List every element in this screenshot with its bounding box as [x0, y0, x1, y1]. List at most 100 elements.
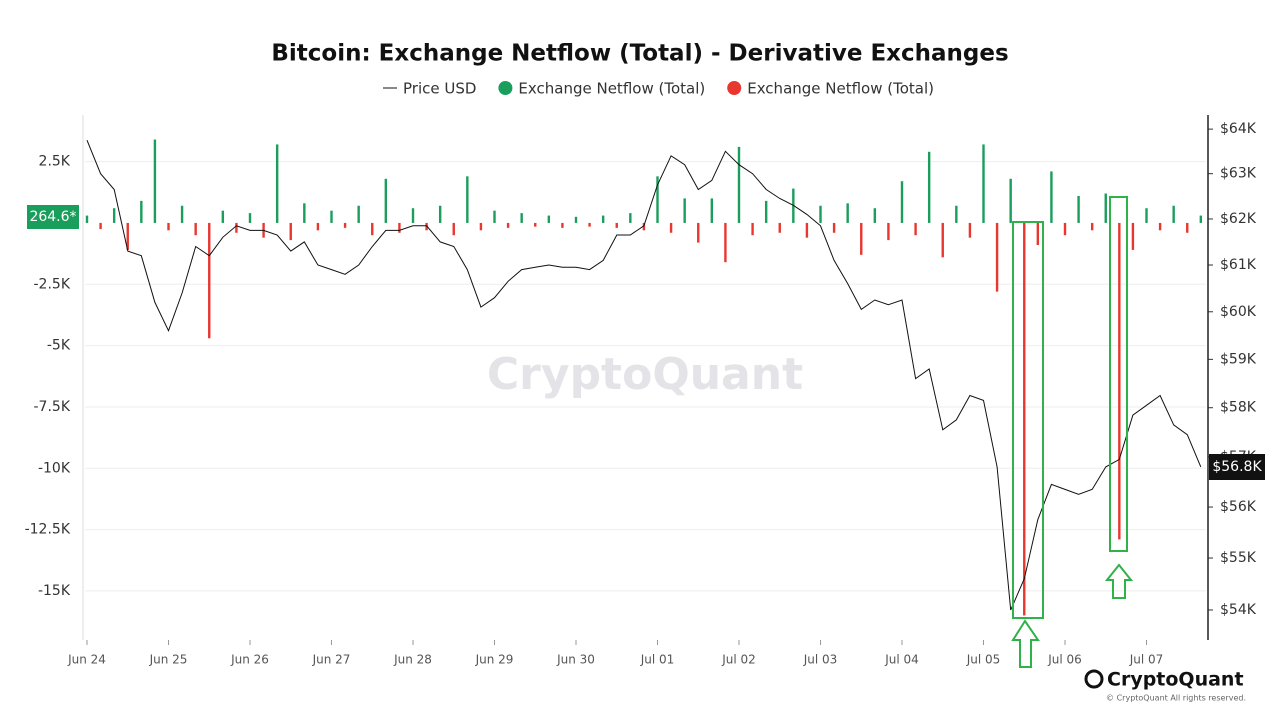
x-tick-label: Jun 27: [312, 653, 351, 667]
bar: [995, 222, 999, 292]
x-tick-label: Jun 30: [556, 653, 595, 667]
bar: [1172, 205, 1175, 223]
y-tick-label: -10K: [38, 460, 71, 476]
legend-label: Exchange Netflow (Total): [747, 80, 934, 98]
x-tick-label: Jun 29: [475, 653, 514, 667]
logo-icon: [1084, 669, 1104, 689]
x-tick-label: Jul 04: [884, 653, 919, 667]
y2-tick-label: $63K: [1220, 166, 1257, 182]
y2-tick-label: $59K: [1220, 351, 1257, 367]
bar: [574, 216, 578, 223]
bar: [1036, 222, 1040, 246]
bar: [112, 208, 116, 223]
bar: [805, 222, 809, 238]
x-tick-label: Jun 28: [393, 653, 432, 667]
bar: [1104, 193, 1107, 223]
bar: [737, 146, 741, 223]
bar: [873, 208, 877, 223]
bar: [275, 144, 279, 223]
bar: [398, 222, 401, 233]
bar: [452, 222, 455, 236]
chart-title: Bitcoin: Exchange Netflow (Total) - Deri…: [271, 41, 1008, 67]
price-line: [86, 140, 1202, 611]
brand: CryptoQuant: [1107, 669, 1244, 691]
bar: [235, 222, 238, 233]
bar: [887, 222, 890, 241]
y2-tick-label: $64K: [1220, 121, 1257, 137]
y-tick-label: -12.5K: [25, 522, 71, 538]
y-tick-label: -15K: [38, 583, 71, 599]
bar: [1145, 208, 1148, 223]
bar: [1199, 215, 1203, 223]
bar: [1077, 195, 1080, 223]
legend: Price USD Exchange Netflow (Total) Exchang…: [383, 80, 934, 98]
legend-swatch: [727, 81, 742, 95]
highlight-box: [1012, 221, 1044, 619]
y-tick-label: 2.5K: [39, 154, 71, 170]
bar: [466, 176, 469, 223]
bar: [330, 210, 333, 223]
bar: [194, 222, 197, 236]
bar: [860, 222, 863, 255]
bar: [588, 222, 591, 227]
badge: [27, 205, 79, 229]
brand-logo: CryptoQuant © CryptoQuant All rights res…: [1084, 669, 1246, 703]
plot-area: [85, 139, 1206, 616]
bar: [479, 222, 483, 231]
bar: [126, 222, 129, 250]
x-tick-label: Jul 02: [721, 653, 756, 667]
arrow: [1011, 619, 1040, 668]
bar: [1063, 222, 1067, 236]
bar: [642, 222, 646, 231]
bar: [778, 222, 781, 233]
y2-tick-label: $55K: [1220, 550, 1257, 566]
bar: [561, 222, 564, 228]
bar: [629, 213, 632, 223]
bar: [167, 222, 170, 231]
bar: [615, 222, 618, 228]
bar: [316, 222, 320, 231]
y-tick-label: -5K: [47, 338, 71, 354]
watermark: CryptoQuant: [487, 349, 803, 400]
bar: [955, 205, 958, 223]
bar: [547, 215, 551, 223]
bar: [968, 222, 972, 238]
bar: [1118, 222, 1121, 540]
bar: [1023, 222, 1026, 616]
x-tick-label: Jun 26: [230, 653, 269, 667]
bar: [1050, 171, 1053, 223]
bar: [832, 222, 836, 233]
x-tick-label: Jul 03: [803, 653, 838, 667]
legend-label: Exchange Netflow (Total): [518, 80, 705, 98]
y2-tick-label: $62K: [1220, 211, 1257, 227]
bar: [656, 176, 659, 223]
bar: [493, 210, 496, 223]
bar: [751, 222, 754, 236]
bar: [724, 222, 727, 263]
bar: [601, 215, 605, 223]
bar: [941, 222, 944, 258]
y2-tick-label: $54K: [1220, 602, 1257, 618]
bar: [697, 222, 700, 243]
x-tick-label: Jun 24: [67, 653, 106, 667]
bar: [303, 203, 306, 223]
y2-tick-label: $61K: [1220, 257, 1257, 273]
bar: [438, 205, 442, 223]
bar: [1090, 222, 1094, 231]
bar: [710, 198, 714, 223]
bar: [248, 213, 252, 223]
bar: [208, 222, 211, 339]
bar: [180, 205, 184, 223]
bar: [669, 222, 673, 233]
bar: [506, 222, 510, 228]
y-tick-label: -2.5K: [34, 276, 71, 292]
bar: [1186, 222, 1189, 233]
bar: [914, 222, 917, 236]
x-tick-label: Jun 25: [149, 653, 188, 667]
y2-tick-label: $60K: [1220, 304, 1257, 320]
bar: [85, 215, 89, 223]
x-tick-label: Jul 01: [640, 653, 675, 667]
bar: [411, 208, 415, 223]
bar: [371, 222, 374, 236]
x-tick-label: Jul 06: [1047, 653, 1082, 667]
